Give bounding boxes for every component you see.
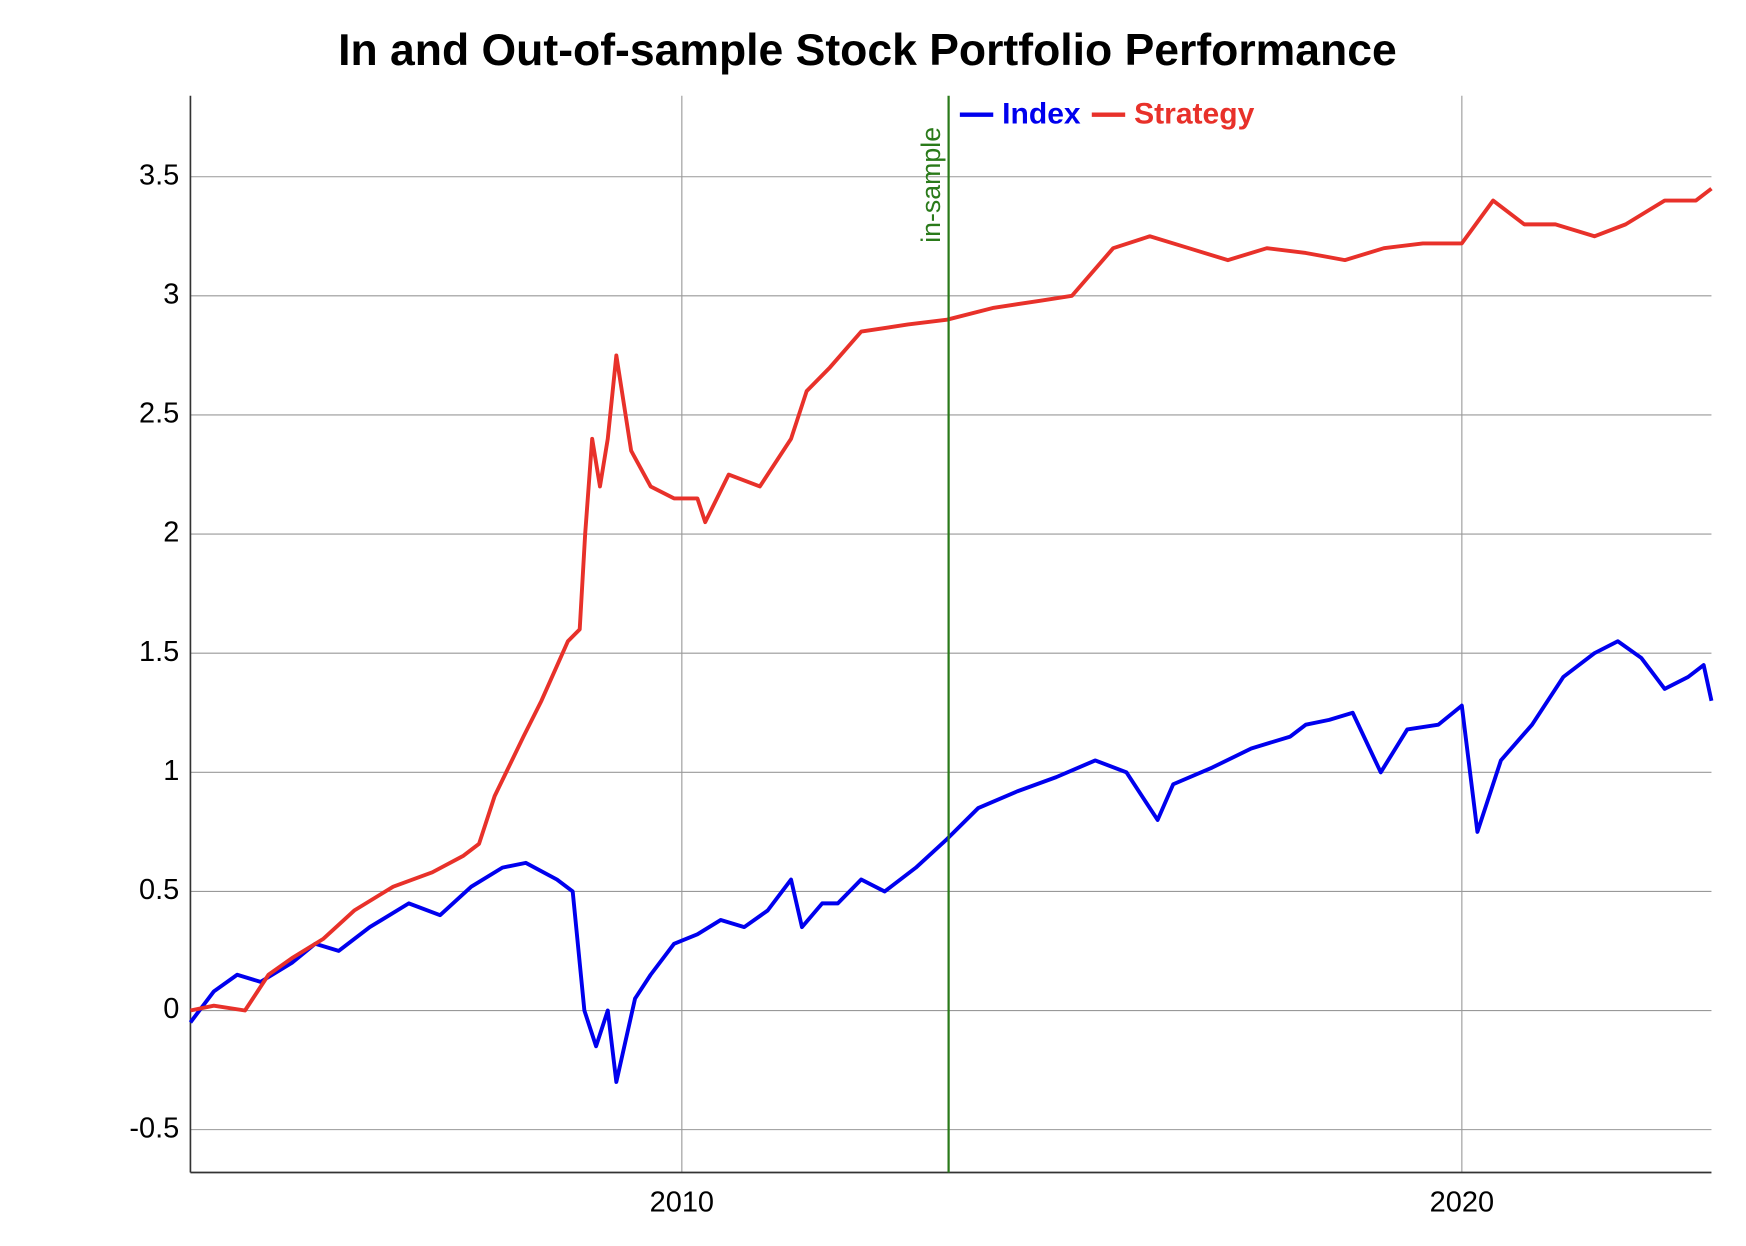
y-tick-label: 1 xyxy=(163,755,179,787)
y-tick-label: 2.5 xyxy=(139,398,179,430)
y-tick-label: 3.5 xyxy=(139,159,179,191)
series-line xyxy=(190,187,1713,1013)
annotation-label: in-sample xyxy=(916,127,946,243)
legend-label: Index xyxy=(1002,98,1081,131)
y-tick-label: 2 xyxy=(163,517,179,549)
y-tick-label: -0.5 xyxy=(129,1112,179,1144)
y-tick-label: 0 xyxy=(163,993,179,1025)
y-tick-label: 3 xyxy=(163,279,179,311)
series-line xyxy=(188,639,1714,1084)
y-tick-label: 1.5 xyxy=(139,636,179,668)
chart-title: In and Out-of-sample Stock Portfolio Per… xyxy=(338,26,1397,75)
y-tick-label: 0.5 xyxy=(139,874,179,906)
legend-label: Strategy xyxy=(1134,98,1255,131)
x-tick-label: 2020 xyxy=(1430,1186,1494,1218)
x-tick-label: 2010 xyxy=(650,1186,714,1218)
